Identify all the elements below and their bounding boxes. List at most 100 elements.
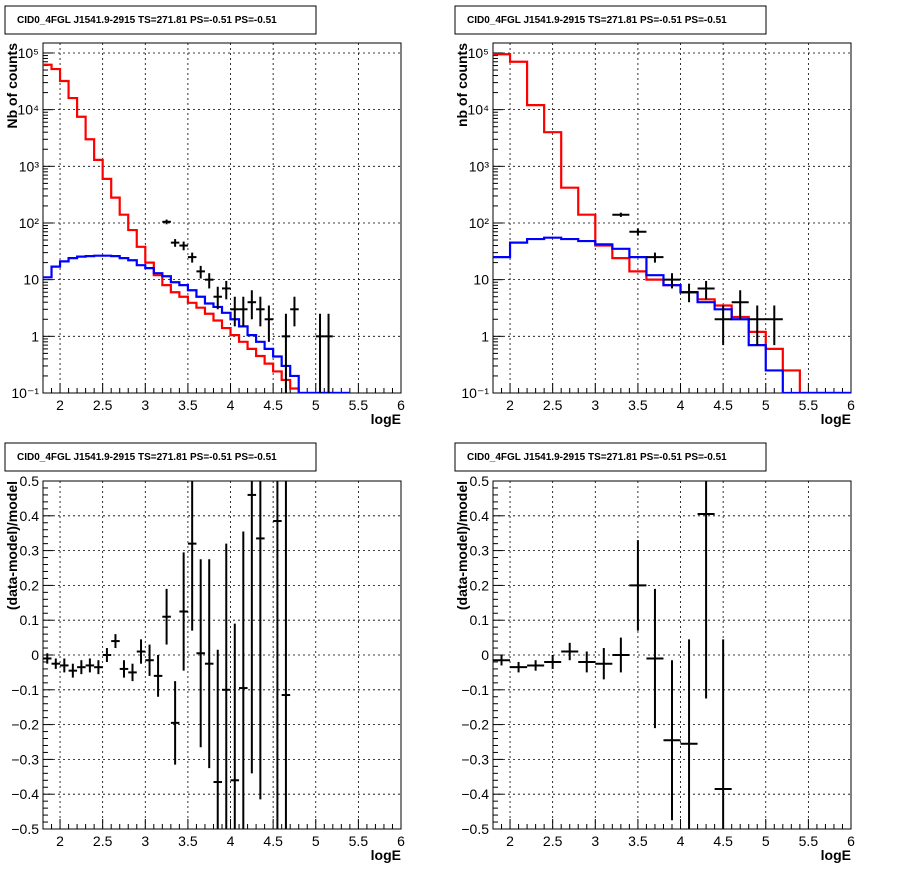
x-tick-label: 4.5 — [713, 397, 733, 413]
y-tick-label: −0.4 — [11, 786, 39, 802]
chart-panel-4: CID0_4FGL J1541.9-2915 TS=271.81 PS=-0.5… — [454, 442, 855, 863]
residual-point — [222, 543, 231, 829]
residual-point — [196, 559, 205, 748]
x-tick-label: 6 — [397, 397, 405, 413]
x-axis-title: logE — [821, 847, 851, 863]
y-tick-label: 10 — [473, 272, 489, 288]
x-tick-label: 2 — [506, 833, 514, 849]
plot-area — [493, 481, 732, 829]
x-tick-label: 2.5 — [543, 397, 563, 413]
residual-point — [60, 658, 69, 673]
data-point — [196, 265, 205, 279]
data-point — [204, 273, 214, 289]
residual-point — [170, 681, 180, 765]
chart-title: CID0_4FGL J1541.9-2915 TS=271.81 PS=-0.5… — [17, 15, 277, 26]
plot-area — [493, 53, 851, 393]
data-point — [315, 313, 325, 393]
residual-point — [94, 660, 103, 675]
residual-point — [68, 663, 78, 678]
x-tick-label: 6 — [397, 833, 405, 849]
model-total-histogram — [493, 53, 851, 393]
x-tick-label: 6 — [847, 397, 855, 413]
x-tick-label: 4 — [227, 397, 235, 413]
data-point — [179, 241, 188, 251]
y-tick-label: 10² — [19, 215, 40, 231]
y-axis-title: Nb of counts — [4, 43, 20, 129]
x-tick-label: 3.5 — [178, 397, 198, 413]
x-axis-title: logE — [821, 411, 851, 427]
y-tick-label: 0 — [481, 647, 489, 663]
x-tick-label: 2 — [56, 397, 64, 413]
data-point — [187, 252, 197, 263]
y-tick-label: 0.4 — [470, 508, 490, 524]
y-tick-label: −0.5 — [11, 821, 39, 837]
residual-point — [493, 655, 511, 666]
residual-point — [85, 658, 95, 673]
y-tick-label: 0 — [31, 647, 39, 663]
x-tick-label: 3.5 — [178, 833, 198, 849]
residual-point — [680, 639, 698, 829]
y-tick-label: 0.1 — [20, 612, 40, 628]
y-tick-label: 1 — [481, 328, 489, 344]
y-tick-label: 0.3 — [20, 543, 40, 559]
residual-point — [128, 663, 137, 682]
data-point — [714, 305, 732, 346]
x-tick-label: 3.5 — [628, 833, 648, 849]
y-axis-title: nb of counts — [454, 43, 470, 127]
data-point — [748, 305, 766, 346]
residual-point — [561, 642, 579, 661]
residual-point — [145, 644, 154, 676]
data-point — [663, 273, 681, 289]
residual-point — [510, 661, 528, 673]
y-tick-label: 10³ — [19, 158, 40, 174]
chart-title: CID0_4FGL J1541.9-2915 TS=271.81 PS=-0.5… — [467, 15, 727, 26]
y-tick-label: 10⁵ — [18, 45, 39, 61]
x-tick-label: 5.5 — [349, 833, 369, 849]
chart-title: CID0_4FGL J1541.9-2915 TS=271.81 PS=-0.5… — [17, 452, 277, 463]
plot-frame — [492, 42, 852, 394]
residual-point — [179, 552, 188, 671]
title-box — [4, 5, 317, 35]
data-point — [247, 290, 257, 320]
x-axis-title: logE — [371, 847, 401, 863]
residual-point — [544, 655, 562, 669]
x-tick-label: 5 — [312, 397, 320, 413]
residual-point — [646, 588, 664, 729]
data-point — [697, 280, 715, 300]
residual-point — [162, 588, 171, 645]
plot-area — [43, 481, 291, 829]
residual-point — [77, 660, 86, 675]
x-tick-label: 4.5 — [263, 397, 283, 413]
y-tick-label: −0.2 — [461, 717, 489, 733]
x-tick-label: 5.5 — [349, 397, 369, 413]
chart-panel-2: CID0_4FGL J1541.9-2915 TS=271.81 PS=-0.5… — [454, 5, 855, 427]
y-tick-label: 10⁴ — [17, 102, 39, 118]
y-tick-label: 1 — [31, 328, 39, 344]
residual-point — [187, 481, 197, 631]
x-tick-label: 2.5 — [93, 833, 113, 849]
chart-panel-1: CID0_4FGL J1541.9-2915 TS=271.81 PS=-0.5… — [4, 5, 405, 427]
data-point — [765, 305, 783, 346]
x-tick-label: 3 — [141, 397, 149, 413]
plot-frame — [42, 480, 402, 830]
x-tick-label: 4.5 — [713, 833, 733, 849]
y-tick-label: 10⁵ — [468, 45, 489, 61]
x-axis-title: logE — [371, 411, 401, 427]
data-point — [162, 219, 171, 225]
x-tick-label: 2.5 — [543, 833, 563, 849]
chart-title: CID0_4FGL J1541.9-2915 TS=271.81 PS=-0.5… — [467, 452, 727, 463]
residual-point — [102, 648, 112, 662]
residual-point — [595, 648, 613, 680]
data-point — [170, 239, 180, 247]
y-tick-label: 10⁴ — [467, 102, 489, 118]
y-tick-label: −0.1 — [11, 682, 39, 698]
data-point — [680, 283, 698, 303]
data-point — [731, 290, 749, 320]
residual-point — [136, 639, 146, 664]
title-box — [454, 5, 767, 35]
residual-point — [281, 481, 291, 829]
residual-point — [629, 540, 647, 631]
y-tick-label: 10 — [23, 272, 39, 288]
y-tick-label: −0.1 — [461, 682, 489, 698]
